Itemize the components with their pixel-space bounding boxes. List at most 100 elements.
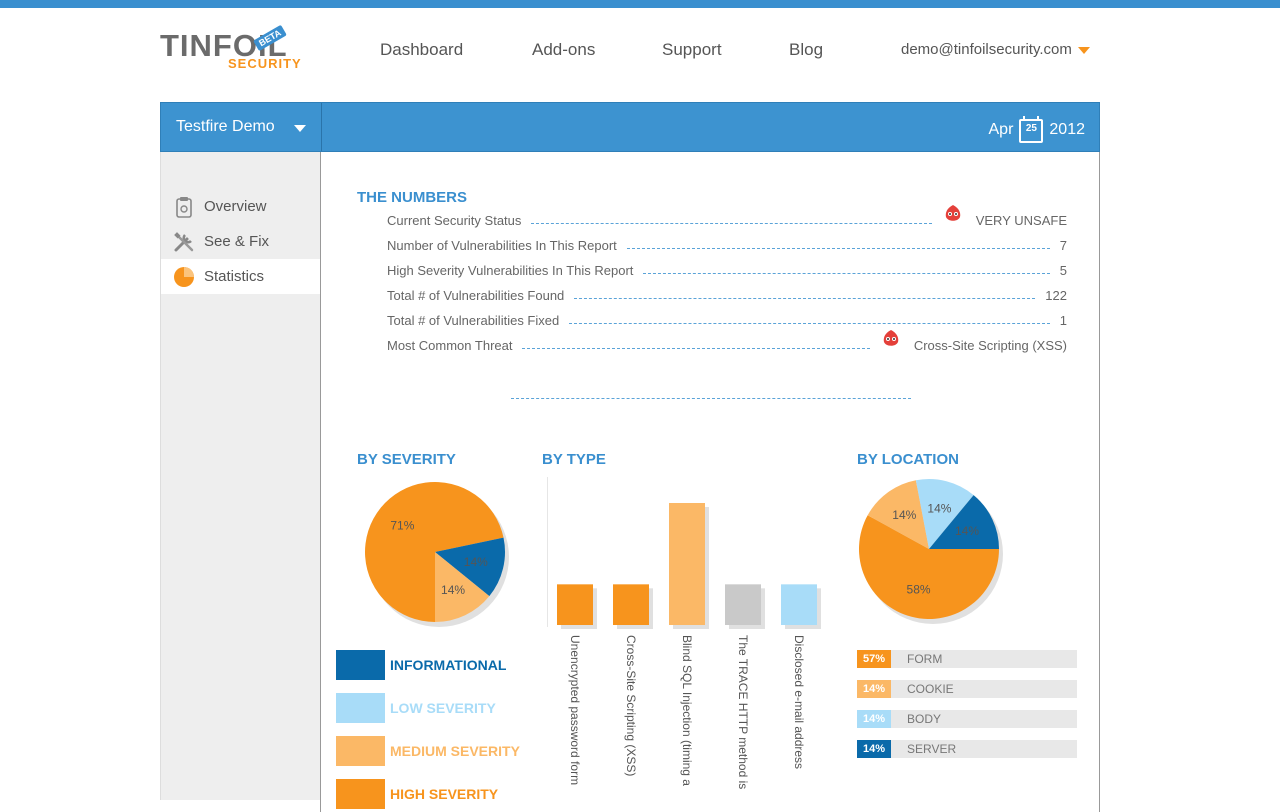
- date-year: 2012: [1049, 121, 1085, 138]
- location-row-body: 14% BODY: [857, 710, 1077, 728]
- nav-addons[interactable]: Add-ons: [532, 40, 596, 59]
- stat-row: Current Security Status VERY UNSAFE: [387, 205, 1067, 228]
- dotted-leader: [522, 348, 870, 349]
- legend-high: HIGH SEVERITY: [336, 779, 498, 809]
- sidebar-item-overview[interactable]: Overview: [161, 189, 320, 224]
- dotted-leader: [643, 273, 1050, 274]
- location-pie-slice[interactable]: [867, 480, 929, 549]
- location-pie-label: 14%: [955, 524, 979, 538]
- dotted-leader: [626, 248, 1050, 249]
- numbers-heading: THE NUMBERS: [357, 189, 468, 206]
- stat-label: Total # of Vulnerabilities Fixed: [387, 313, 560, 328]
- project-selector[interactable]: Testfire Demo: [176, 118, 275, 135]
- location-label: SERVER: [907, 742, 957, 756]
- dotted-leader: [574, 298, 1036, 299]
- calendar-icon[interactable]: 25: [1019, 116, 1044, 143]
- type-tick-label: Blind SQL Injection (timing a: [680, 635, 694, 786]
- stat-row: Total # of Vulnerabilities Fixed 1: [387, 310, 1067, 328]
- severity-pie-slice[interactable]: [435, 537, 505, 597]
- nav-dashboard[interactable]: Dashboard: [380, 40, 464, 59]
- bug-icon: [942, 204, 960, 221]
- legend-swatch: [336, 736, 385, 766]
- date-day: 25: [1025, 123, 1037, 134]
- legend-label: HIGH SEVERITY: [390, 786, 499, 802]
- clipboard-icon: [173, 196, 195, 218]
- sidebar-item-label: See & Fix: [204, 233, 270, 250]
- location-pie-slice[interactable]: [915, 479, 974, 549]
- legend-swatch: [336, 650, 385, 680]
- stat-row: Number of Vulnerabilities In This Report…: [387, 235, 1067, 253]
- type-bar[interactable]: [669, 503, 705, 625]
- logo-subtitle: SECURITY: [228, 56, 302, 71]
- pie-icon: [173, 266, 195, 288]
- stat-value: 1: [1059, 313, 1067, 328]
- bug-icon: [880, 329, 899, 346]
- severity-pie-label: 71%: [390, 519, 414, 533]
- user-menu[interactable]: demo@tinfoilsecurity.com: [901, 41, 1090, 58]
- location-pie-label: 14%: [892, 508, 916, 522]
- location-pie-slice[interactable]: [929, 495, 999, 549]
- stat-label: Total # of Vulnerabilities Found: [387, 288, 565, 303]
- location-row-server: 14% SERVER: [857, 740, 1077, 758]
- location-pct: 14%: [857, 680, 891, 698]
- type-bar[interactable]: [613, 584, 649, 625]
- tinfoil-logo[interactable]: TINFOIL BETA SECURITY: [160, 24, 325, 73]
- date-month: Apr: [988, 121, 1014, 138]
- by-type-heading: BY TYPE: [542, 451, 606, 468]
- stat-value: Cross-Site Scripting (XSS): [913, 338, 1067, 353]
- sidebar: Overview See & Fix Statistics: [160, 152, 321, 800]
- legend-swatch: [336, 693, 385, 723]
- legend-label: MEDIUM SEVERITY: [390, 743, 520, 759]
- severity-pie-label: 14%: [441, 583, 465, 597]
- type-tick-label: Cross-Site Scripting (XSS): [624, 635, 638, 776]
- project-bar: Testfire Demo Apr 25 2012: [160, 102, 1100, 152]
- location-row-cookie: 14% COOKIE: [857, 680, 1077, 698]
- location-label: BODY: [907, 712, 942, 726]
- stat-label: Current Security Status: [387, 213, 522, 228]
- legend-informational: INFORMATIONAL: [336, 650, 506, 680]
- stat-row: High Severity Vulnerabilities In This Re…: [387, 260, 1067, 278]
- nav-blog[interactable]: Blog: [789, 40, 824, 59]
- location-pie-slice[interactable]: [859, 515, 999, 619]
- sidebar-item-label: Statistics: [204, 268, 265, 285]
- user-email: demo@tinfoilsecurity.com: [901, 41, 1072, 58]
- sidebar-item-label: Overview: [204, 198, 267, 215]
- statistics-panel: THE NUMBERS Current Security Status VERY…: [320, 152, 1100, 812]
- stat-value: 5: [1059, 263, 1067, 278]
- legend-medium: MEDIUM SEVERITY: [336, 736, 520, 766]
- location-pie-label: 14%: [927, 501, 951, 515]
- legend-swatch: [336, 779, 385, 809]
- type-tick-label: The TRACE HTTP method is: [736, 635, 750, 789]
- type-bar[interactable]: [557, 584, 593, 625]
- severity-pie-slice[interactable]: [365, 482, 504, 622]
- legend-label: LOW SEVERITY: [390, 700, 496, 716]
- location-pct: 14%: [857, 740, 891, 758]
- divider: [321, 103, 322, 151]
- type-bar[interactable]: [781, 584, 817, 625]
- sidebar-item-see-fix[interactable]: See & Fix: [161, 224, 320, 259]
- sidebar-item-statistics[interactable]: Statistics: [161, 259, 320, 294]
- stat-label: High Severity Vulnerabilities In This Re…: [387, 263, 634, 278]
- type-tick-label: Unencrypted password form: [568, 635, 582, 785]
- chevron-down-icon: [1077, 46, 1090, 54]
- location-row-form: 57% FORM: [857, 650, 1077, 668]
- severity-pie-slice[interactable]: [435, 552, 490, 622]
- location-pie-chart: 58% 14% 14% 14%: [859, 479, 1003, 624]
- tools-icon: [173, 231, 195, 253]
- stat-value: 122: [1045, 288, 1067, 303]
- report-date[interactable]: Apr 25 2012: [988, 116, 1085, 143]
- dotted-leader: [569, 323, 1050, 324]
- location-label: FORM: [907, 652, 943, 666]
- type-bar-chart: Unencrypted password form Cross-Site Scri…: [547, 477, 821, 789]
- location-pct: 14%: [857, 710, 891, 728]
- chevron-down-icon[interactable]: [294, 125, 306, 132]
- stat-label: Most Common Threat: [387, 338, 513, 353]
- nav-support[interactable]: Support: [662, 40, 722, 59]
- by-location-heading: BY LOCATION: [857, 451, 959, 468]
- location-pie-label: 58%: [907, 583, 931, 597]
- type-tick-label: Disclosed e-mail address: [792, 635, 806, 769]
- location-label: COOKIE: [907, 682, 954, 696]
- top-accent-bar: [0, 0, 1280, 8]
- type-bar[interactable]: [725, 584, 761, 625]
- legend-label: INFORMATIONAL: [390, 657, 507, 673]
